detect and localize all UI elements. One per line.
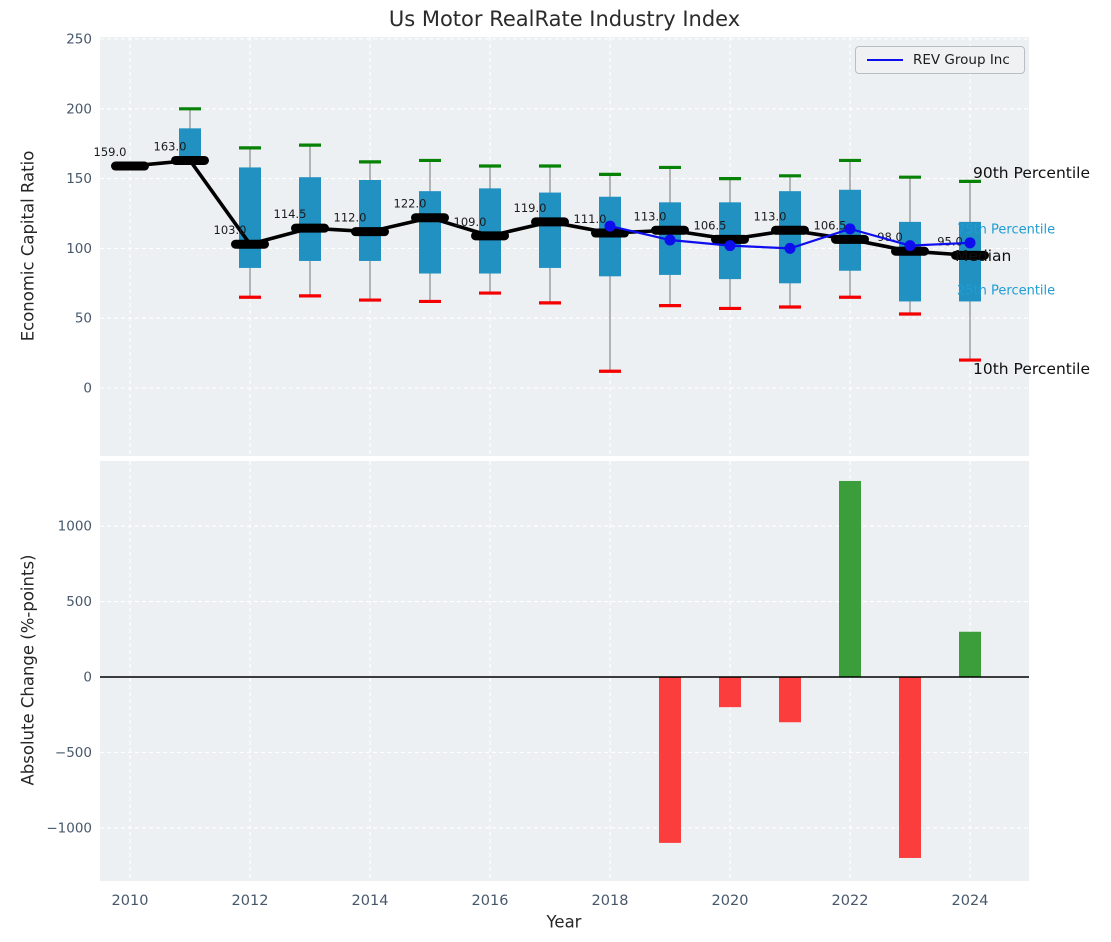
median-marker-2012 bbox=[231, 239, 269, 249]
bottom-plot-area bbox=[100, 461, 1029, 881]
annotation-90th-percentile: 90th Percentile bbox=[973, 164, 1091, 182]
median-marker-2015 bbox=[411, 213, 449, 223]
median-value-label-2013: 114.5 bbox=[274, 207, 307, 221]
median-marker-2011 bbox=[171, 155, 209, 165]
top-ytick-label: 150 bbox=[66, 171, 92, 187]
median-marker-2023 bbox=[891, 246, 929, 256]
xtick-label: 2020 bbox=[712, 893, 749, 909]
iqr-box-2021 bbox=[779, 191, 801, 284]
change-bar-2023 bbox=[899, 677, 921, 858]
xtick-label: 2024 bbox=[952, 893, 989, 909]
median-value-label-2012: 103.0 bbox=[214, 223, 247, 237]
xtick-label: 2012 bbox=[232, 893, 269, 909]
company-point bbox=[904, 240, 916, 252]
xtick-label: 2014 bbox=[352, 893, 389, 909]
xtick-label: 2022 bbox=[832, 893, 869, 909]
change-bar-2021 bbox=[779, 677, 801, 723]
company-point bbox=[664, 234, 676, 246]
change-bar-2020 bbox=[719, 677, 741, 708]
median-marker-2021 bbox=[771, 225, 809, 235]
iqr-box-2016 bbox=[479, 188, 501, 274]
median-value-label-2010: 159.0 bbox=[94, 145, 127, 159]
top-ytick-label: 250 bbox=[66, 32, 92, 48]
iqr-box-2015 bbox=[419, 191, 441, 274]
iqr-box-2023 bbox=[899, 221, 921, 302]
bottom-ytick-label: 1000 bbox=[58, 519, 92, 535]
change-bar-2019 bbox=[659, 677, 681, 843]
median-value-label-2021: 113.0 bbox=[754, 209, 787, 223]
company-point bbox=[724, 240, 736, 252]
median-value-label-2019: 113.0 bbox=[634, 209, 667, 223]
xtick-label: 2010 bbox=[112, 893, 149, 909]
xtick-label: 2018 bbox=[592, 893, 629, 909]
company-series bbox=[604, 220, 976, 254]
xtick-label: 2016 bbox=[472, 893, 509, 909]
chart-title: Us Motor RealRate Industry Index bbox=[388, 7, 741, 31]
median-value-label-2022: 106.5 bbox=[814, 218, 847, 232]
annotation-75th-percentile: 75th Percentile bbox=[957, 222, 1056, 238]
median-marker-2024 bbox=[951, 250, 989, 260]
bottom-ytick-label: −1000 bbox=[46, 820, 92, 836]
iqr-box-2024 bbox=[959, 221, 981, 302]
median-marker-2018 bbox=[591, 228, 629, 238]
median-value-label-2020: 106.5 bbox=[694, 218, 727, 232]
annotation-median: Median bbox=[955, 247, 1012, 265]
legend-line-sample bbox=[867, 59, 903, 61]
annotation-25th-percentile: 25th Percentile bbox=[957, 283, 1056, 299]
top-ytick-label: 100 bbox=[66, 241, 92, 257]
bottom-ytick-label: 0 bbox=[83, 670, 92, 686]
median-marker-2020 bbox=[711, 234, 749, 244]
company-point bbox=[784, 242, 796, 254]
plot-backgrounds bbox=[100, 37, 1029, 881]
company-point bbox=[844, 223, 856, 235]
legend-label: REV Group Inc bbox=[913, 52, 1010, 68]
iqr-box-2014 bbox=[359, 179, 381, 261]
bottom-ytick-label: −500 bbox=[55, 745, 92, 761]
iqr-box-2017 bbox=[539, 192, 561, 268]
median-marker-2013 bbox=[291, 223, 329, 233]
iqr-box-2012 bbox=[239, 167, 261, 268]
company-point bbox=[964, 237, 976, 249]
median-marker-2019 bbox=[651, 225, 689, 235]
median-value-label-2015: 122.0 bbox=[394, 197, 427, 211]
annotation-10th-percentile: 10th Percentile bbox=[973, 360, 1091, 378]
top-ytick-label: 0 bbox=[83, 381, 92, 397]
x-axis-label: Year bbox=[546, 912, 582, 932]
legend: REV Group Inc bbox=[855, 46, 1025, 74]
median-marker-2017 bbox=[531, 217, 569, 227]
bottom-ytick-label: 500 bbox=[66, 594, 92, 610]
iqr-box-2013 bbox=[299, 177, 321, 261]
median-value-label-2017: 119.0 bbox=[514, 201, 547, 215]
top-ytick-label: 50 bbox=[75, 311, 92, 327]
median-marker-2010 bbox=[111, 161, 149, 171]
median-value-label-2018: 111.0 bbox=[574, 212, 607, 226]
median-value-label-2014: 112.0 bbox=[334, 211, 367, 225]
change-bars bbox=[100, 480, 1029, 858]
tick-labels: 0 50 100 150 200 250 1000 500 0 −500 −1000 2010 2012… bbox=[46, 32, 988, 910]
top-y-axis-label: Economic Capital Ratio bbox=[18, 150, 38, 342]
change-bar-2024 bbox=[959, 631, 981, 677]
median-value-label-2016: 109.0 bbox=[454, 215, 487, 229]
median-marker-2016 bbox=[471, 231, 509, 241]
bottom-y-axis-label: Absolute Change (%-points) bbox=[18, 554, 38, 786]
top-ytick-label: 200 bbox=[66, 101, 92, 117]
company-point bbox=[604, 220, 616, 232]
median-marker-2014 bbox=[351, 227, 389, 237]
median-marker-2022 bbox=[831, 234, 869, 244]
median-value-label-2011: 163.0 bbox=[154, 139, 187, 153]
iqr-box-2011 bbox=[179, 128, 201, 160]
change-bar-2022 bbox=[839, 480, 861, 677]
median-value-labels: 159.0 163.0 103.0 114.5 112.0 122.0 109.0 119.0… bbox=[94, 139, 963, 248]
